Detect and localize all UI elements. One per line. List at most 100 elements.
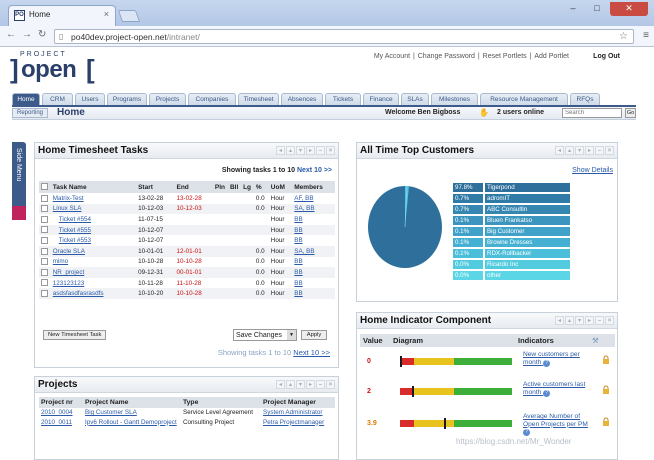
reporting-tab[interactable]: Reporting <box>12 108 49 118</box>
change-password-link[interactable]: Change Password <box>417 53 475 60</box>
next-page-link-bottom[interactable]: Next 10 >> <box>293 348 330 357</box>
side-menu[interactable]: Side Menu <box>12 142 26 220</box>
logout-link[interactable]: Log Out <box>593 53 620 60</box>
bookmark-star-icon[interactable]: ☆ <box>619 31 628 42</box>
close-portlet-icon[interactable]: × <box>605 146 614 155</box>
task-members[interactable]: AF, BB <box>294 194 314 202</box>
project-name-link[interactable]: Big Customer SLA <box>85 409 137 416</box>
browser-menu-icon[interactable]: ≡ <box>643 30 649 41</box>
row-checkbox[interactable] <box>39 278 51 289</box>
indicator-link[interactable]: Active customers last month ? <box>523 381 586 397</box>
task-members[interactable]: SA, BB <box>292 245 335 257</box>
legend-name[interactable]: ABC Consultin <box>485 205 570 214</box>
tab-tickets[interactable]: Tickets <box>325 93 361 105</box>
tab-resource-management[interactable]: Resource Management <box>480 93 568 105</box>
move-left-icon[interactable]: ◂ <box>555 146 564 155</box>
close-portlet-icon[interactable]: × <box>326 146 335 155</box>
project-manager-link[interactable]: Petra Projectmanager <box>263 418 325 426</box>
browser-tab[interactable]: PO Home × <box>8 5 116 26</box>
task-members[interactable]: SA, BB <box>292 203 335 215</box>
minimize-button[interactable]: – <box>570 3 576 13</box>
row-checkbox[interactable] <box>39 235 51 246</box>
reset-portlets-link[interactable]: Reset Portlets <box>482 53 527 60</box>
legend-name[interactable]: adromIT <box>485 194 570 203</box>
new-timesheet-task-button[interactable]: New Timesheet Task <box>43 330 107 340</box>
lock-icon[interactable] <box>602 417 610 427</box>
project-open-logo[interactable]: PROJECT ] open [ <box>10 50 102 86</box>
task-name-link[interactable]: Matrix-Test <box>52 194 84 202</box>
close-portlet-icon[interactable]: × <box>605 316 614 325</box>
legend-name[interactable]: Ricardo Inc <box>485 260 570 269</box>
indicator-link[interactable]: Average Number of Open Projects per PM ? <box>523 413 588 436</box>
next-page-link[interactable]: Next 10 >> <box>296 167 332 174</box>
apply-button[interactable]: Apply <box>301 330 327 340</box>
back-icon[interactable]: ← <box>6 29 16 40</box>
move-left-icon[interactable]: ◂ <box>276 380 285 389</box>
task-name-link[interactable]: Ticket #553 <box>58 237 92 245</box>
indicator-link[interactable]: New customers per month ? <box>523 351 580 367</box>
tab-milestones[interactable]: Milestones <box>431 93 478 105</box>
task-members[interactable]: BB <box>294 215 303 223</box>
row-checkbox[interactable] <box>39 203 51 215</box>
task-members[interactable]: BB <box>294 237 303 245</box>
move-right-icon[interactable]: ▸ <box>585 316 594 325</box>
project-name-link[interactable]: Ipv6 Rollout - Gantt Demoproject <box>85 418 177 426</box>
row-checkbox[interactable] <box>39 214 51 225</box>
task-members[interactable]: BB <box>292 288 335 299</box>
task-name-link[interactable]: Ticket #554 <box>58 215 92 223</box>
tab-slas[interactable]: SLAs <box>401 93 429 105</box>
row-checkbox[interactable] <box>39 224 51 236</box>
forward-icon[interactable]: → <box>22 29 32 40</box>
wrench-icon[interactable]: ⚒ <box>589 334 615 347</box>
tab-projects[interactable]: Projects <box>149 93 186 105</box>
legend-name[interactable]: other <box>485 271 570 280</box>
project-manager-link[interactable]: System Administrator <box>263 409 323 416</box>
my-account-link[interactable]: My Account <box>373 53 411 60</box>
legend-name[interactable]: Bluen Frankatso <box>485 216 570 225</box>
task-members[interactable]: BB <box>294 279 303 287</box>
task-members[interactable]: BB <box>294 258 303 266</box>
task-name-link[interactable]: Linux SLA <box>50 203 137 215</box>
minimize-portlet-icon[interactable]: – <box>595 146 604 155</box>
move-up-icon[interactable]: ▴ <box>565 316 574 325</box>
move-down-icon[interactable]: ▾ <box>296 146 305 155</box>
task-members[interactable]: BB <box>292 267 335 278</box>
legend-name[interactable]: RDX-Rollbacker <box>485 249 570 258</box>
reload-icon[interactable]: ↻ <box>38 29 47 40</box>
move-right-icon[interactable]: ▸ <box>306 146 315 155</box>
close-window-button[interactable]: ✕ <box>610 2 648 16</box>
minimize-portlet-icon[interactable]: – <box>316 146 325 155</box>
tab-timesheet[interactable]: Timesheet <box>238 93 279 105</box>
tab-close-icon[interactable]: × <box>103 9 109 19</box>
move-right-icon[interactable]: ▸ <box>585 146 594 155</box>
tab-finance[interactable]: Finance <box>363 93 399 105</box>
task-name-link[interactable]: asdsfasdfasrasdfs <box>50 288 137 299</box>
move-down-icon[interactable]: ▾ <box>575 146 584 155</box>
row-checkbox[interactable] <box>39 257 51 268</box>
tab-absences[interactable]: Absences <box>281 93 323 105</box>
row-checkbox[interactable] <box>39 193 51 204</box>
move-up-icon[interactable]: ▴ <box>286 146 295 155</box>
row-checkbox[interactable] <box>39 267 51 278</box>
move-up-icon[interactable]: ▴ <box>565 146 574 155</box>
project-nr-link[interactable]: 2010_0004 <box>41 409 73 416</box>
move-down-icon[interactable]: ▾ <box>296 380 305 389</box>
row-checkbox[interactable] <box>39 245 51 257</box>
task-members[interactable]: BB <box>292 224 335 236</box>
task-name-link[interactable]: Oracle SLA <box>50 245 137 257</box>
project-nr-link[interactable]: 2010_0011 <box>41 418 73 426</box>
move-down-icon[interactable]: ▾ <box>575 316 584 325</box>
minimize-portlet-icon[interactable]: – <box>316 380 325 389</box>
save-changes-select[interactable]: Save Changes ▼ <box>233 329 297 341</box>
task-name-link[interactable]: Ticket #555 <box>50 224 137 236</box>
lock-icon[interactable] <box>602 355 610 365</box>
move-right-icon[interactable]: ▸ <box>306 380 315 389</box>
legend-name[interactable]: Tigerpond <box>485 183 570 192</box>
add-portlet-link[interactable]: Add Portlet <box>534 53 569 60</box>
close-portlet-icon[interactable]: × <box>326 380 335 389</box>
url-input[interactable]: ▯ po40dev.project-open.net/intranet/ ☆ <box>54 29 634 44</box>
row-checkbox[interactable] <box>39 288 51 299</box>
search-input[interactable] <box>562 108 622 118</box>
tab-users[interactable]: Users <box>75 93 105 105</box>
tab-home[interactable]: Home <box>12 93 40 105</box>
